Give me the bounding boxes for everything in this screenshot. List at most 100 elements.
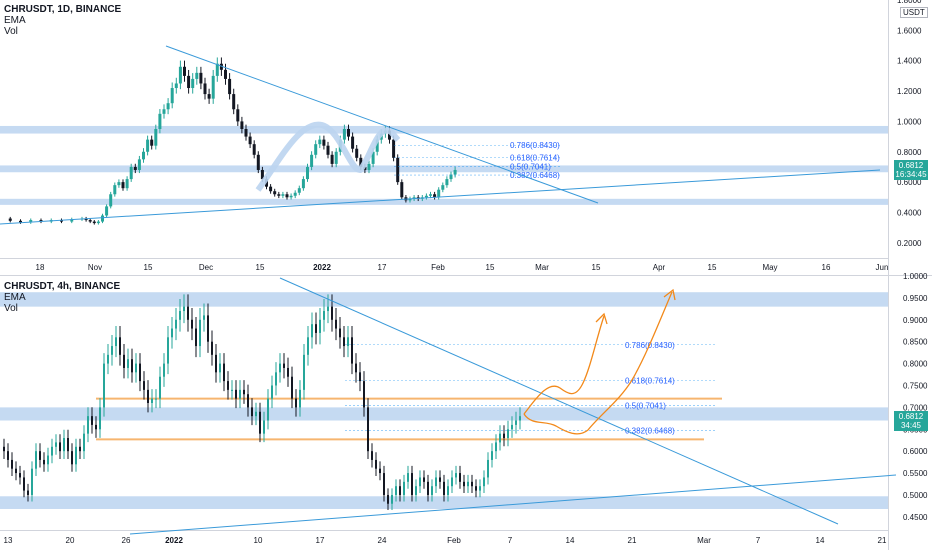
candle-body — [275, 372, 277, 386]
candle-body — [203, 315, 205, 320]
trendline-descending — [279, 277, 839, 525]
legend-4h: CHRUSDT, 4h, BINANCE EMA Vol — [4, 281, 120, 314]
candle-body — [392, 139, 396, 158]
candle-body — [355, 363, 357, 373]
fib-level-label: 0.5(0.7041) — [510, 162, 551, 171]
candle-body — [255, 411, 257, 417]
fib-level-label: 0.618(0.7614) — [510, 154, 560, 163]
candle-body — [139, 363, 141, 382]
projection-path-lower — [523, 291, 673, 435]
candle-body — [439, 477, 441, 482]
x-tick-label: Feb — [447, 536, 461, 545]
candle-body — [375, 139, 379, 152]
x-tick-label: 15 — [592, 263, 601, 272]
x-tick-label: 16 — [822, 263, 831, 272]
countdown-1d: 16:34:45 — [895, 170, 927, 179]
candle-body — [119, 337, 121, 355]
candle-body — [150, 139, 154, 146]
candle-body — [75, 446, 77, 465]
candle-body — [363, 381, 365, 408]
candle-body — [207, 94, 211, 99]
legend-1d-vol[interactable]: Vol — [4, 26, 18, 37]
candle-body — [127, 359, 129, 368]
legend-1d-title: CHRUSDT, 1D, BINANCE — [4, 4, 122, 15]
candle-body — [387, 494, 389, 504]
candle-body — [351, 136, 355, 149]
candle-body — [92, 221, 96, 224]
x-tick-label: Nov — [88, 263, 102, 272]
candle-body — [463, 481, 465, 487]
candle-body — [359, 157, 363, 167]
candle-body — [19, 473, 21, 478]
candle-body — [143, 381, 145, 390]
candle-body — [475, 486, 477, 491]
candle-body — [151, 398, 153, 403]
support-resistance-zone — [0, 292, 888, 307]
countdown-4h: 34:45 — [900, 421, 922, 430]
candle-body — [67, 438, 69, 452]
legend-1d: CHRUSDT, 1D, BINANCE EMA Vol — [4, 4, 121, 37]
legend-1d-ema[interactable]: EMA — [4, 15, 26, 26]
candle-body — [8, 218, 12, 221]
legend-4h-ema[interactable]: EMA — [4, 292, 26, 303]
y-tick-label: 0.4500 — [903, 513, 928, 522]
y-tick-label: 0.9500 — [903, 294, 928, 303]
candle-body — [91, 416, 93, 425]
candle-body — [449, 174, 453, 180]
candle-body — [256, 154, 260, 170]
candle-body — [491, 451, 493, 460]
candle-body — [171, 328, 173, 338]
candle-body — [285, 194, 289, 198]
candle-body — [251, 407, 253, 417]
candle-body — [415, 486, 417, 495]
x-tick-label: 15 — [486, 263, 495, 272]
candle-body — [283, 363, 285, 368]
candle-body — [412, 197, 416, 199]
candle-body — [162, 109, 166, 114]
candle-body — [507, 429, 509, 439]
candle-body — [191, 319, 193, 329]
candle-body — [455, 473, 457, 478]
candle-body — [88, 220, 92, 222]
candle-body — [347, 129, 350, 137]
trendline-ascending — [0, 169, 881, 225]
x-tick-label: 21 — [878, 536, 887, 545]
candle-body — [303, 354, 305, 390]
candle-body — [435, 477, 437, 487]
candle-body — [211, 341, 213, 355]
candle-body — [383, 473, 385, 495]
x-tick-label: Mar — [697, 536, 711, 545]
candle-body — [199, 319, 201, 347]
candle-body — [115, 337, 117, 347]
candle-body — [295, 398, 297, 408]
candle-body — [111, 346, 113, 355]
x-tick-label: 26 — [122, 536, 131, 545]
x-tick-label: Mar — [535, 263, 549, 272]
candle-body — [299, 389, 301, 408]
x-tick-label: 15 — [144, 263, 153, 272]
candle-body — [154, 129, 158, 146]
x-tick-label: 2022 — [165, 536, 183, 545]
candle-body — [159, 376, 161, 399]
projection-path-upper — [523, 315, 605, 415]
candle-body — [131, 359, 133, 373]
candle-body — [433, 194, 437, 198]
candle-body — [519, 416, 521, 421]
x-tick-label: May — [762, 263, 777, 272]
candle-body — [247, 394, 249, 408]
candle-body — [495, 442, 497, 452]
candle-body — [307, 337, 309, 355]
candle-body — [259, 411, 261, 434]
legend-4h-vol[interactable]: Vol — [4, 303, 18, 314]
candle-body — [355, 148, 359, 158]
fib-level-label: 0.786(0.8430) — [510, 141, 560, 150]
candle-body — [224, 69, 227, 79]
x-tick-label: 7 — [756, 536, 761, 545]
candle-body — [351, 337, 353, 364]
x-tick-label: 17 — [316, 536, 325, 545]
candle-body — [146, 139, 150, 152]
candle-body — [178, 66, 182, 84]
x-tick-label: 10 — [254, 536, 263, 545]
candle-body — [163, 363, 165, 377]
candle-body — [183, 66, 186, 76]
